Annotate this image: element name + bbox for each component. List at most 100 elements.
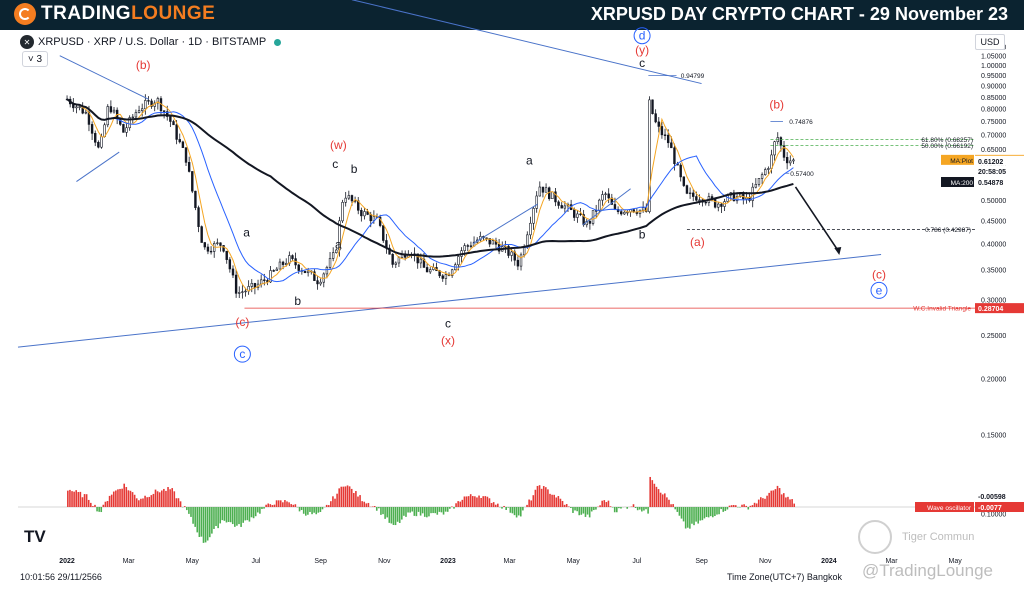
oscillator-bar <box>156 491 159 507</box>
oscillator-bar <box>357 496 359 507</box>
brand-name-part-b: LOUNGE <box>131 3 216 24</box>
oscillator-bar <box>519 507 522 517</box>
oscillator-bar <box>682 507 685 522</box>
oscillator-name: Wave oscillator <box>927 505 972 512</box>
y-tick-label: 0.75000 <box>981 119 1006 126</box>
x-tick-label: Sep <box>314 558 327 565</box>
candle-body <box>651 99 654 114</box>
oscillator-bar <box>480 497 482 507</box>
timezone-selector[interactable]: Time Zone(UTC+7) Bangkok <box>727 572 842 582</box>
candle-body <box>200 226 203 243</box>
oscillator-bar <box>311 507 313 515</box>
projection-arrow-head <box>834 246 842 255</box>
candle-body <box>529 222 532 236</box>
y-tick-label: 0.25000 <box>981 333 1006 340</box>
candle-body <box>773 141 776 156</box>
wave-label: c <box>332 157 338 171</box>
oscillator-bar <box>605 502 608 507</box>
symbol-header[interactable]: ✕ XRPUSD · XRP / U.S. Dollar · 1D · BITS… <box>20 35 282 49</box>
candle-body <box>291 255 294 259</box>
candle-body <box>187 162 191 172</box>
wave-label: a <box>526 154 533 168</box>
oscillator-bar <box>292 504 295 507</box>
oscillator-bar <box>261 507 263 510</box>
osc-tag-1: -0.00598 <box>978 494 1006 501</box>
ma200-tag: 0.54878 <box>978 180 1003 187</box>
oscillator-bar <box>94 504 96 507</box>
tradingview-logo[interactable]: TV <box>24 527 46 546</box>
candle-body <box>601 194 604 201</box>
oscillator-bar <box>413 507 416 516</box>
oscillator-bar <box>446 507 449 512</box>
brand-name-part-a: TRADING <box>41 3 132 24</box>
oscillator-bar <box>313 507 315 513</box>
oscillator-bar <box>73 491 75 507</box>
oscillator-bar <box>540 488 543 507</box>
oscillator-bar <box>474 496 476 507</box>
candle-body <box>576 213 579 218</box>
wave-label: c <box>239 347 245 361</box>
candle-body <box>228 259 232 270</box>
candle-body <box>507 245 510 256</box>
candle-body <box>441 275 444 279</box>
candle-body <box>767 168 770 170</box>
oscillator-bar <box>169 489 171 507</box>
candle-body <box>313 271 316 281</box>
oscillator-bar <box>302 507 305 514</box>
currency-button[interactable]: USD <box>975 34 1005 50</box>
trendlines-layer <box>17 0 882 348</box>
oscillator-bar <box>720 507 722 510</box>
symbol-title[interactable]: XRPUSD · XRP / U.S. Dollar · 1D · BITSTA… <box>38 36 267 48</box>
oscillator-bar <box>730 505 733 507</box>
oscillator-bar <box>789 499 791 507</box>
candle-body <box>278 261 282 270</box>
triangle-upper-trendline <box>351 0 702 85</box>
oscillator-bar <box>186 507 188 511</box>
indicator-collapse-button[interactable]: ˅ 3 <box>22 51 48 67</box>
wave-labels-layer: (b)(c)cab(w)c bac(x)ad(y)cb(a)(b)(c)e <box>136 27 888 363</box>
candle-body <box>560 205 563 209</box>
candle-body <box>109 106 113 113</box>
candle-body <box>764 169 767 176</box>
candle-body <box>369 214 372 222</box>
level-0-94799-label: 0.94799 <box>681 73 705 80</box>
oscillator-bar <box>785 497 787 507</box>
oscillator-bar <box>67 490 69 507</box>
candle-body <box>269 270 272 283</box>
oscillator-bar <box>609 506 612 507</box>
candle-body <box>563 205 567 209</box>
candle-body <box>469 245 473 247</box>
oscillator-bar <box>246 507 249 521</box>
oscillator-bar <box>434 507 437 514</box>
oscillator-bar <box>578 507 581 516</box>
candle-body <box>666 134 670 144</box>
oscillator-bar <box>515 507 518 518</box>
candle-body <box>112 109 116 113</box>
candle-body <box>166 111 169 117</box>
candle-body <box>350 195 354 202</box>
candle-body <box>491 240 495 245</box>
oscillator-bar <box>766 495 768 507</box>
candle-body <box>285 262 288 265</box>
oscillator-bar <box>142 498 144 507</box>
oscillator-bar <box>346 485 349 507</box>
wave-label: (x) <box>441 334 455 348</box>
oscillator-bar <box>148 496 151 507</box>
level-0-574-label: 0.57400 <box>790 171 814 178</box>
oscillator-bar <box>793 503 796 507</box>
oscillator-bar <box>507 507 510 508</box>
oscillator-bar <box>670 504 672 507</box>
oscillator-bar <box>242 507 244 523</box>
oscillator-bar <box>634 507 637 508</box>
oscillator-bar <box>666 497 668 507</box>
candle-body <box>754 184 758 188</box>
oscillator-bar <box>643 507 645 511</box>
wave-label: (b) <box>136 58 151 72</box>
oscillator-bar <box>98 507 100 512</box>
countdown-tag: 20:58:05 <box>978 169 1006 176</box>
oscillator-bar <box>494 504 497 507</box>
wave-label: d <box>639 29 646 43</box>
candle-body <box>275 268 279 271</box>
candle-body <box>94 133 97 143</box>
